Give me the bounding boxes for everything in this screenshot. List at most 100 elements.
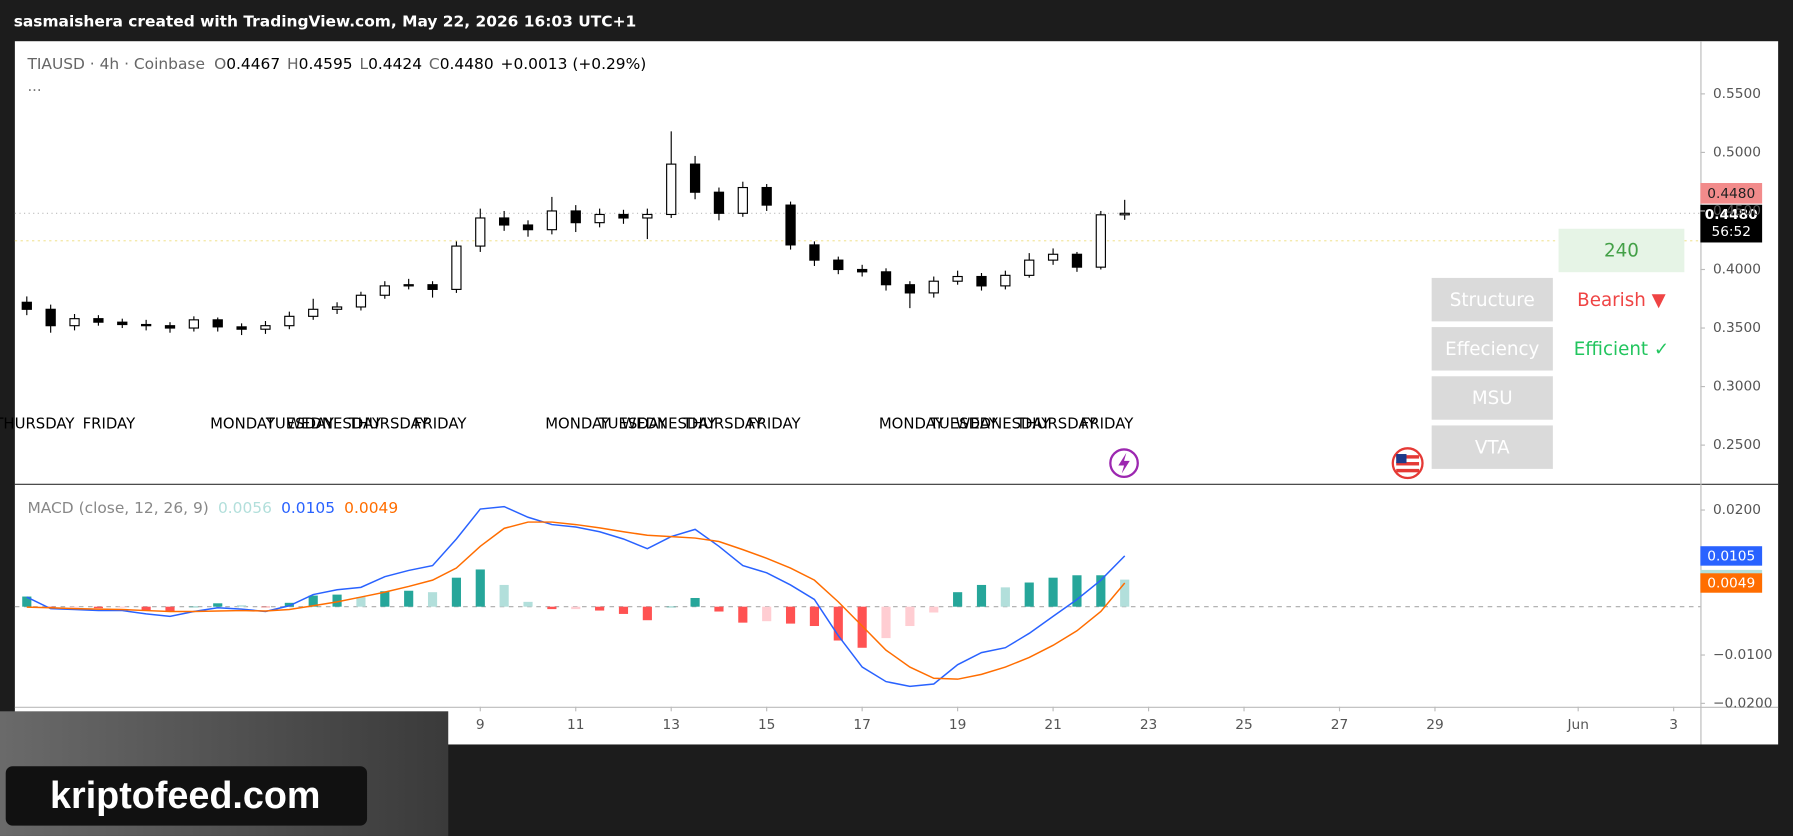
session-label: TUESDAY — [265, 414, 335, 432]
x-tick-label: 27 — [1331, 717, 1348, 733]
panel-cell — [1431, 376, 1553, 420]
y-tick-label: −0.0100 — [1713, 647, 1773, 663]
legend: MACD (close, 12, 26, 9) 0.0056 0.0105 0.004… — [27, 498, 398, 516]
histogram-bar — [905, 606, 915, 627]
histogram-bar — [332, 594, 342, 607]
candle-body — [1047, 253, 1059, 261]
panel-value: Bearish ▼ — [1577, 290, 1666, 311]
macd-line — [26, 521, 1126, 680]
histogram-bar — [237, 605, 247, 607]
histogram-bar — [427, 592, 438, 607]
session-label: FRIDAY — [748, 414, 801, 432]
histogram-bar — [523, 601, 533, 607]
histogram-bar — [785, 606, 796, 624]
value-badge-text: 0.0049 — [1707, 576, 1755, 592]
session-label: FRIDAY — [83, 414, 136, 432]
session-label: TUESDAY — [929, 414, 999, 432]
histogram-bar — [881, 606, 891, 639]
histogram-bar — [642, 606, 652, 621]
candle-body — [833, 259, 844, 271]
countdown: 56:52 — [1711, 224, 1751, 240]
x-tick-label: 23 — [1140, 717, 1157, 733]
candle-body — [689, 163, 701, 193]
histogram-bar — [1072, 575, 1082, 607]
histogram-bar — [690, 597, 700, 607]
candle-body — [1024, 259, 1035, 276]
panel-label: Structure — [1450, 290, 1535, 311]
x-tick-label: 19 — [949, 717, 966, 733]
candle-body — [403, 284, 414, 287]
timeframe: 240 — [1604, 241, 1639, 262]
candle-body — [164, 325, 176, 329]
candle-body — [451, 245, 462, 290]
panel-cell — [1431, 277, 1553, 322]
histogram-bar — [69, 606, 80, 608]
session-label: MONDAY — [210, 414, 276, 432]
candle-body — [904, 284, 916, 294]
candle-body — [713, 191, 725, 214]
legend-value: 0.0056 — [218, 498, 272, 516]
candle-body — [475, 217, 486, 247]
candle-body — [1071, 253, 1083, 268]
session-label: THURSDAY — [682, 414, 764, 432]
ohlc-label: O — [214, 55, 226, 73]
indicator-title: MACD (close, 12, 26, 9) — [27, 498, 208, 516]
y-tick-label: 0.3500 — [1713, 320, 1761, 336]
attribution: sasmaishera created with TradingView.com… — [14, 12, 637, 30]
histogram-bar — [165, 606, 175, 612]
histogram-bar — [547, 606, 557, 610]
histogram-bar — [451, 577, 461, 607]
change: +0.0013 (+0.29%) — [501, 55, 647, 73]
ohlc-value: 0.4595 — [299, 55, 353, 73]
plot: TIAUSD · 4h · Coinbase O0.4467 H0.4595 L0.4… — [0, 55, 1772, 733]
candle-body — [809, 244, 820, 261]
candle-body — [379, 285, 390, 296]
ohlc-label: L — [360, 55, 369, 73]
candle-body — [236, 326, 247, 330]
candle-body — [761, 186, 772, 206]
ohlc-value: 0.4467 — [226, 55, 280, 73]
session-label: MONDAY — [545, 414, 611, 432]
candle-body — [594, 213, 605, 224]
session-label: WEDNESDAY — [286, 414, 382, 432]
histogram-bar — [284, 602, 294, 607]
candle-body — [284, 315, 295, 327]
candle-body — [857, 268, 868, 273]
candle-body — [1095, 214, 1106, 268]
histogram-bar — [809, 606, 819, 627]
histogram-bar — [117, 606, 127, 608]
session-label: THURSDAY — [0, 414, 75, 432]
y-tick-label: 0.3000 — [1713, 379, 1761, 395]
candle-body — [666, 163, 677, 216]
candle-body — [546, 210, 558, 231]
histogram-bar — [571, 606, 581, 610]
y-tick-label: 0.5000 — [1713, 144, 1761, 160]
event-icon[interactable] — [1391, 447, 1424, 480]
watermark-box — [5, 766, 368, 826]
event-icon[interactable] — [1109, 448, 1139, 479]
candle-body — [308, 308, 319, 317]
candle-body — [331, 306, 343, 310]
session-label: THURSDAY — [1015, 414, 1097, 432]
histogram-bar — [356, 597, 366, 607]
histogram-bar — [618, 606, 629, 614]
ohlc-label: H — [287, 55, 299, 73]
histogram-bar — [1096, 575, 1106, 607]
histogram-bar — [141, 606, 151, 611]
candle-body — [45, 308, 56, 327]
value-badge — [1700, 573, 1763, 593]
histogram-bar — [595, 606, 605, 611]
histogram-bar — [260, 606, 271, 608]
session-label: WEDNESDAY — [621, 414, 717, 432]
timeframe-box — [1558, 228, 1685, 273]
candle-body — [140, 323, 152, 327]
y-tick-label: −0.0200 — [1713, 695, 1773, 711]
histogram-bar — [308, 595, 318, 607]
price-badge-text: 0.4480 — [1707, 186, 1755, 202]
ohlc-value: 0.4424 — [368, 55, 422, 73]
candle-body — [21, 301, 32, 310]
candle-body — [260, 325, 271, 330]
value-badge-text: 0.0105 — [1707, 549, 1755, 565]
